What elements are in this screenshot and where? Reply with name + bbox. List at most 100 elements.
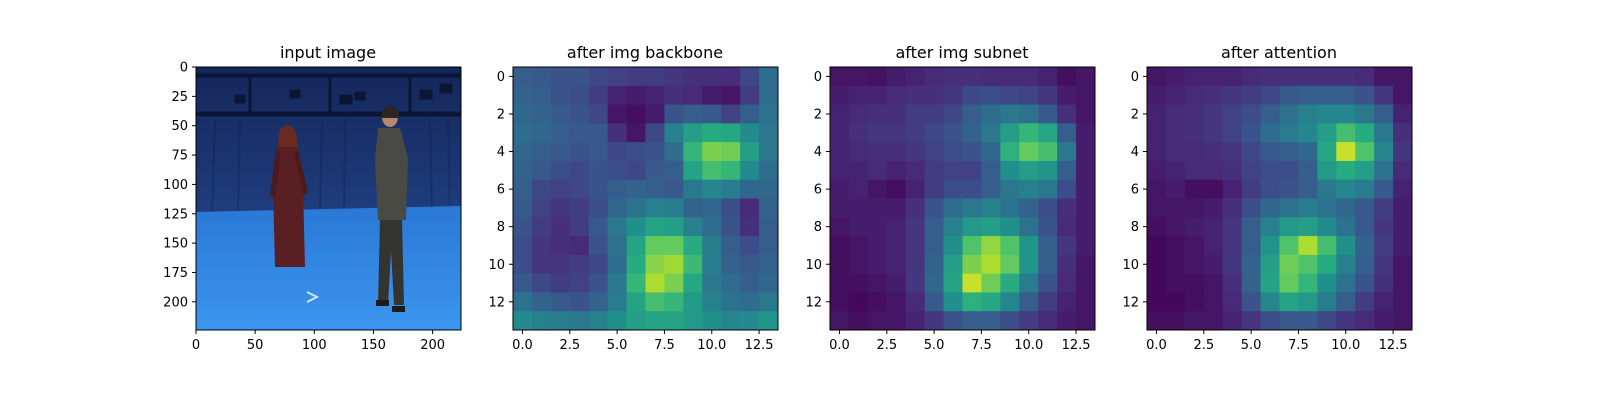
heatmap-cell: [1038, 104, 1058, 124]
heatmap-cell: [1279, 67, 1299, 87]
y-tick-label: 100: [163, 178, 188, 193]
x-tick-label: 0: [192, 338, 200, 353]
heatmap-cell: [962, 236, 982, 256]
heatmap-cell: [1000, 67, 1020, 87]
heatmap-cell: [1317, 160, 1337, 181]
heatmap-cell: [962, 179, 982, 199]
heatmap-cell: [905, 236, 926, 256]
heatmap-cell: [721, 67, 741, 87]
heatmap-cell: [1038, 273, 1058, 293]
heatmap-cell: [1019, 123, 1039, 143]
heatmap-cell: [569, 217, 590, 237]
heatmap-cell: [1317, 273, 1337, 293]
heatmap-cell: [1222, 104, 1243, 124]
y-tick-label: 4: [814, 145, 822, 160]
x-tick-label: 5.0: [607, 338, 628, 353]
heatmap-cell: [569, 292, 590, 312]
x-tick-label: 7.5: [654, 338, 675, 353]
heatmap-cell: [1000, 198, 1020, 218]
heatmap-cell: [1076, 67, 1096, 87]
heatmap-cell: [513, 217, 533, 237]
heatmap-cell: [886, 104, 907, 124]
heatmap-cell: [550, 85, 571, 105]
heatmap-cell: [848, 179, 869, 199]
heatmap-cell: [1019, 198, 1039, 218]
heatmap-cell: [740, 85, 760, 105]
heatmap-cell: [867, 311, 888, 331]
heatmap-cell: [645, 160, 665, 181]
heatmap-cell: [905, 85, 926, 105]
heatmap-cell: [830, 160, 850, 181]
heatmap-cell: [1203, 123, 1224, 143]
x-tick-label: 100: [302, 338, 327, 353]
heatmap-cell: [830, 217, 850, 237]
heatmap-cell: [1057, 254, 1077, 275]
heatmap-cell: [943, 273, 963, 293]
heatmap-cell: [1057, 142, 1077, 162]
heatmap-cell: [981, 67, 1001, 87]
heatmap-cell: [867, 142, 888, 162]
heatmap-cell: [759, 85, 779, 105]
heatmap-cell: [1374, 104, 1394, 124]
heatmap-cell: [1336, 292, 1356, 312]
heatmap-cell: [1038, 142, 1058, 162]
heatmap-cell: [664, 217, 684, 237]
heatmap-cell: [867, 217, 888, 237]
heatmap-cell: [513, 142, 533, 162]
heatmap-cell: [721, 123, 741, 143]
y-tick-label: 175: [163, 266, 188, 281]
y-tick-label: 12: [488, 295, 505, 310]
heatmap-cell: [1000, 236, 1020, 256]
heatmap-cell: [531, 104, 552, 124]
heatmap-cell: [1184, 123, 1205, 143]
heatmap-cell: [1336, 217, 1356, 237]
heatmap-cell: [1165, 67, 1186, 87]
heatmap-cell: [1374, 273, 1394, 293]
person-right: [375, 105, 408, 312]
heatmap-cell: [1260, 142, 1280, 162]
heatmap-cell: [1241, 67, 1261, 87]
heatmap-cell: [645, 254, 665, 275]
heatmap-cell: [550, 198, 571, 218]
heatmap-cell: [588, 198, 609, 218]
heatmap-cell: [1203, 217, 1224, 237]
heatmap-cell: [588, 123, 609, 143]
heatmap-cell: [886, 198, 907, 218]
heatmap-cell: [1241, 254, 1261, 275]
heatmap-cell: [943, 142, 963, 162]
heatmap-cell: [1355, 236, 1375, 256]
x-tick-label: 12.5: [1062, 338, 1091, 353]
heatmap-cell: [1374, 311, 1394, 331]
heatmap-cell: [1317, 67, 1337, 87]
heatmap-cell: [626, 67, 646, 87]
heatmap-cell: [1165, 85, 1186, 105]
heatmap-cell: [626, 123, 646, 143]
heatmap-cell: [702, 67, 722, 87]
heatmap-cell: [550, 67, 571, 87]
heatmap-cell: [905, 292, 926, 312]
heatmap-cell: [1203, 292, 1224, 312]
heatmap-cell: [905, 273, 926, 293]
heatmap-cell: [905, 311, 926, 331]
heatmap-cell: [588, 292, 609, 312]
heatmap-cell: [962, 123, 982, 143]
y-tick-label: 10: [805, 258, 822, 273]
heatmap-cell: [550, 104, 571, 124]
heatmap-cell: [1203, 160, 1224, 181]
heatmap-cell: [626, 273, 646, 293]
heatmap-cell: [1260, 179, 1280, 199]
heatmap-cell: [664, 160, 684, 181]
heatmap-cell: [513, 67, 533, 87]
heatmap-cell: [1000, 85, 1020, 105]
heatmap-cell: [962, 142, 982, 162]
heatmap-cell: [924, 236, 944, 256]
heatmap-cell: [1393, 67, 1413, 87]
heatmap-cell: [531, 123, 552, 143]
heatmap-cell: [848, 123, 869, 143]
heatmap-cell: [1203, 273, 1224, 293]
heatmap-cell: [1317, 123, 1337, 143]
heatmap-cell: [740, 104, 760, 124]
heatmap-cell: [867, 236, 888, 256]
heatmap-cell: [886, 273, 907, 293]
